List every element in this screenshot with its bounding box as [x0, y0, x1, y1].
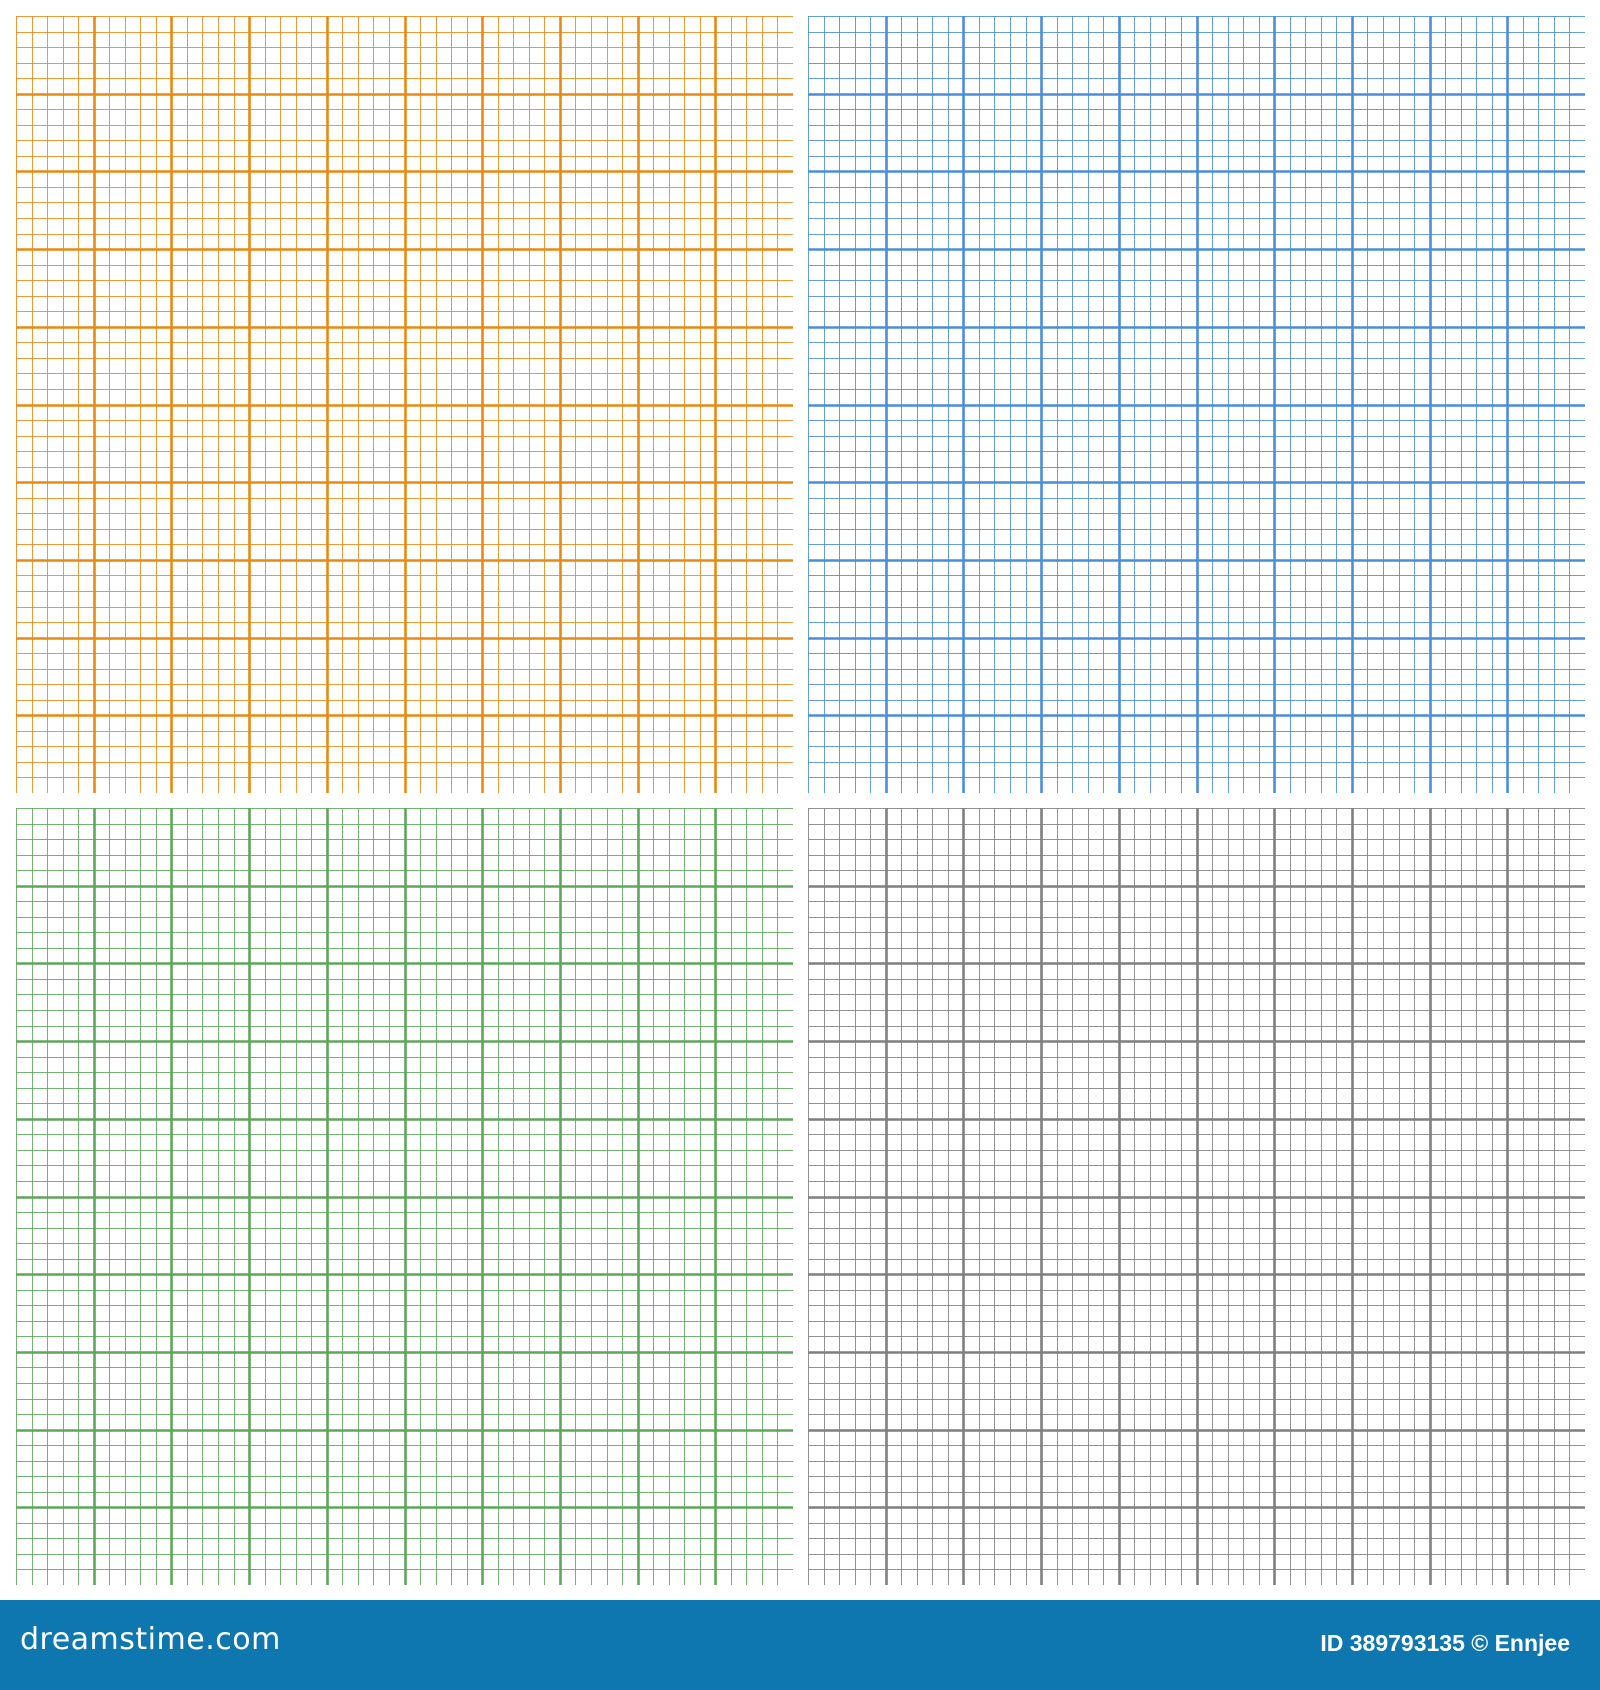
gray-graph-paper — [808, 808, 1585, 1585]
image-credit: ID 389793135 © Ennjee — [1320, 1630, 1570, 1656]
blue-graph-paper — [808, 16, 1585, 793]
dreamstime-logo: dreamstime.com — [20, 1622, 281, 1657]
orange-graph-paper — [16, 16, 793, 793]
green-grid-svg — [16, 808, 793, 1585]
footer-bar: dreamstime.com ID 389793135 © Ennjee — [0, 1600, 1600, 1690]
blue-grid-svg — [808, 16, 1585, 793]
orange-grid-svg — [16, 16, 793, 793]
gray-grid-svg — [808, 808, 1585, 1585]
green-graph-paper — [16, 808, 793, 1585]
